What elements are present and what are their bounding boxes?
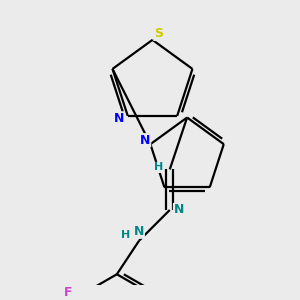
Text: N: N <box>134 225 144 238</box>
Text: F: F <box>64 286 72 298</box>
Text: N: N <box>140 134 151 147</box>
Text: N: N <box>114 112 124 125</box>
Text: N: N <box>173 203 184 217</box>
Text: H: H <box>154 162 164 172</box>
Text: H: H <box>121 230 130 240</box>
Text: S: S <box>154 27 163 40</box>
